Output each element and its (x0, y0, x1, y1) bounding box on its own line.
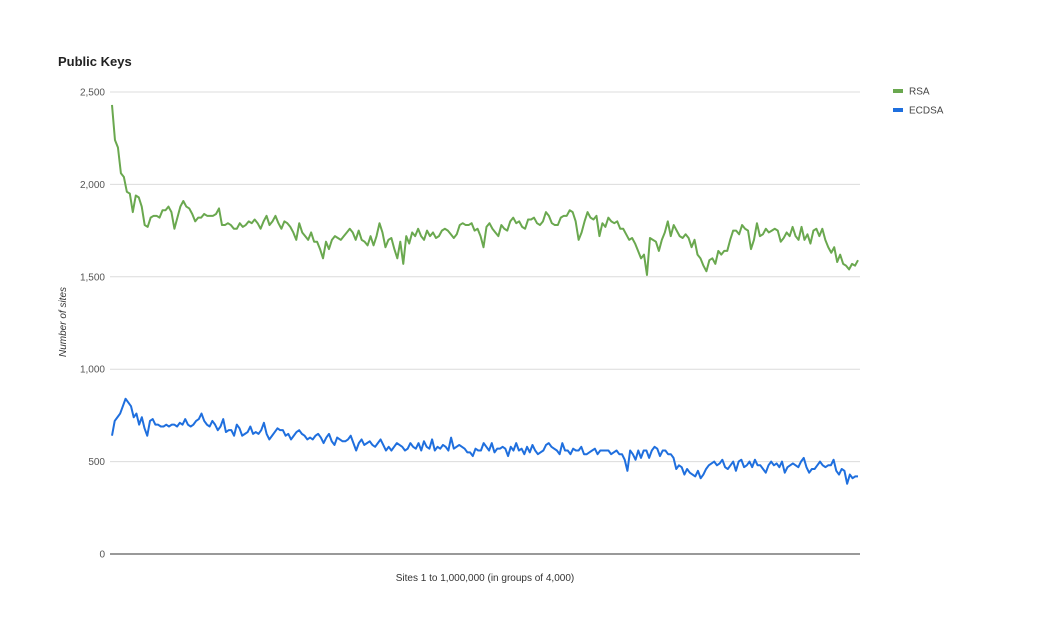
y-axis-ticks: 0 500 1,000 1,500 2,000 2,500 (80, 88, 105, 561)
legend: RSA ECDSA (893, 87, 944, 117)
series-group (111, 104, 859, 485)
y-tick-label: 2,500 (80, 88, 105, 99)
chart-title: Public Keys (58, 54, 132, 69)
y-tick-label: 0 (99, 550, 105, 561)
y-tick-label: 2,000 (80, 180, 105, 191)
y-tick-label: 1,500 (80, 272, 105, 283)
series-line-ecdsa (111, 397, 858, 485)
gridlines (110, 91, 860, 463)
legend-swatch-rsa (893, 89, 903, 93)
series-line-rsa (111, 104, 859, 276)
legend-swatch-ecdsa (893, 108, 903, 112)
legend-label-rsa: RSA (909, 87, 930, 98)
y-tick-label: 1,000 (80, 365, 105, 376)
x-axis-title: Sites 1 to 1,000,000 (in groups of 4,000… (396, 573, 574, 584)
legend-label-ecdsa: ECDSA (909, 106, 944, 117)
y-tick-label: 500 (88, 457, 105, 468)
y-axis-title: Number of sites (58, 287, 69, 357)
